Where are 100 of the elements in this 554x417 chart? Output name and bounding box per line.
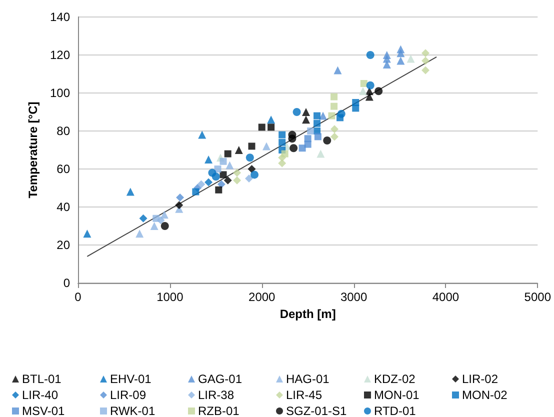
point: [204, 156, 213, 164]
point: [244, 174, 253, 182]
point: [316, 150, 325, 158]
point: [396, 56, 405, 65]
point: [337, 110, 346, 118]
point: [304, 135, 312, 142]
point: [204, 178, 213, 186]
point: [268, 124, 275, 131]
point: [262, 142, 270, 150]
y-tick-label: 80: [56, 124, 70, 138]
legend-label: SGZ-01-S1: [286, 404, 348, 417]
y-tick-label: 0: [63, 276, 70, 290]
point: [366, 51, 374, 59]
point: [314, 120, 321, 127]
point: [352, 99, 360, 106]
point: [198, 130, 206, 139]
point: [258, 124, 266, 131]
legend-label: KDZ-02: [374, 372, 416, 386]
point: [150, 222, 158, 230]
legend-label: HAG-01: [286, 372, 330, 386]
y-tick-label: 20: [56, 238, 70, 252]
point: [248, 142, 256, 150]
point: [314, 133, 322, 140]
y-axis-title: Temperature [°C]: [26, 102, 40, 198]
legend-label: GAG-01: [198, 372, 242, 386]
point: [226, 161, 234, 170]
point: [233, 176, 242, 184]
point: [212, 172, 220, 181]
point: [233, 168, 242, 177]
point: [406, 54, 415, 63]
legend-label: MSV-01: [22, 404, 66, 417]
point: [314, 112, 321, 120]
legend-label: LIR-45: [286, 388, 322, 402]
point: [318, 112, 327, 120]
point: [83, 230, 92, 238]
point: [290, 144, 298, 152]
x-axis-title: Depth [m]: [280, 306, 336, 321]
point: [292, 108, 301, 116]
x-tick-label: 3000: [340, 290, 368, 304]
x-tick-label: 1000: [156, 290, 184, 304]
point: [267, 116, 276, 124]
point: [126, 188, 134, 196]
point: [250, 170, 259, 179]
point: [382, 60, 391, 68]
point: [192, 188, 200, 196]
point: [382, 51, 391, 59]
y-tick-label: 120: [50, 48, 70, 62]
point: [421, 49, 430, 58]
point: [330, 102, 338, 110]
point: [302, 116, 310, 124]
point: [366, 81, 374, 90]
point: [421, 66, 430, 74]
x-tick-label: 5000: [524, 290, 552, 304]
point: [278, 131, 286, 138]
point: [330, 132, 338, 141]
y-tick-label: 100: [50, 86, 70, 100]
point: [281, 150, 288, 158]
x-tick-label: 0: [74, 290, 82, 304]
point: [323, 136, 332, 144]
point: [330, 93, 338, 100]
point: [220, 171, 227, 178]
legend-label: MON-01: [374, 388, 420, 402]
y-tick-label: 140: [50, 10, 70, 24]
point: [330, 125, 338, 134]
point: [246, 154, 254, 162]
point: [197, 180, 206, 188]
legend-label: LIR-38: [198, 388, 234, 402]
point: [278, 138, 286, 146]
legend-label: EHV-01: [110, 372, 152, 386]
point: [328, 112, 336, 120]
point: [175, 201, 184, 210]
point: [215, 186, 222, 194]
point: [217, 180, 226, 188]
point: [421, 56, 430, 65]
point: [224, 150, 232, 158]
point: [160, 222, 169, 230]
point: [302, 108, 310, 116]
point: [334, 66, 342, 74]
legend-label: LIR-40: [22, 388, 58, 402]
point: [358, 87, 367, 96]
legend-label: LIR-09: [110, 388, 146, 402]
point: [224, 176, 232, 184]
point: [152, 214, 160, 222]
point: [136, 230, 144, 238]
legend-label: RZB-01: [198, 404, 240, 417]
x-tick-label: 4000: [432, 290, 460, 304]
point: [139, 214, 148, 222]
x-tick-label: 2000: [248, 290, 276, 304]
point: [360, 80, 368, 87]
y-tick-label: 40: [56, 200, 70, 214]
point: [374, 87, 383, 96]
point: [234, 146, 243, 154]
point: [176, 194, 184, 202]
point: [248, 165, 256, 173]
legend-label: RTD-01: [374, 404, 416, 417]
legend-label: BTL-01: [22, 372, 62, 386]
point: [396, 45, 405, 54]
legend-label: RWK-01: [110, 404, 156, 417]
legend-label: LIR-02: [462, 372, 498, 386]
legend-label: MON-02: [462, 388, 508, 402]
